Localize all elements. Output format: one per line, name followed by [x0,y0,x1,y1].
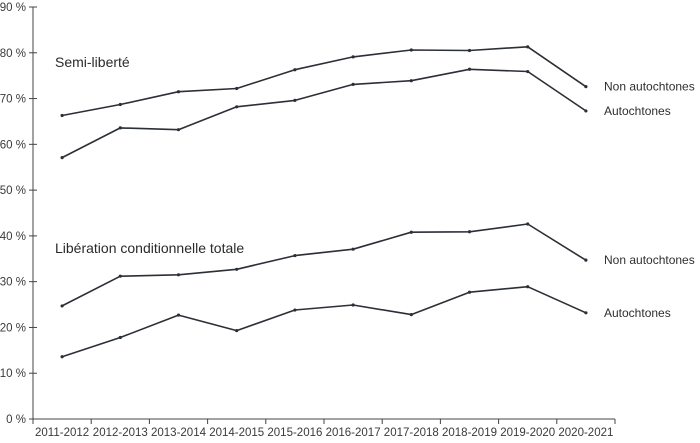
data-point [409,313,413,317]
series-line-autochtones [61,68,587,159]
data-point [60,113,64,118]
y-tick-label: 70 % [0,94,26,106]
x-tick-label: 2012-2013 [93,427,148,439]
data-point [176,90,181,94]
x-tick-label: 2019-2020 [500,427,555,439]
data-point [526,222,530,226]
data-point [584,85,588,89]
data-point [60,156,64,160]
data-point [467,48,472,53]
x-tick-label: 2017-2018 [384,427,439,439]
x-tick-label: 2018-2019 [442,427,497,439]
y-axis: 0 % 10 % 20 % 30 % 40 % 50 % 60 % 70 % 80 % 90 % [0,2,37,426]
data-point [526,285,530,289]
group-label: Semi-liberté [55,54,130,70]
data-point [526,45,530,49]
series-line-non-autochtones [61,45,587,117]
y-tick-label: 30 % [0,277,26,289]
data-point [235,267,239,271]
data-point [467,290,472,294]
data-point [467,67,472,71]
y-tick-label: 20 % [0,322,26,334]
y-tick-label: 60 % [0,139,26,151]
data-point [526,69,530,74]
data-point [293,308,297,312]
data-point [293,253,297,258]
series-end-label: Autochtones [604,306,671,320]
series-line-autochtones [61,285,587,358]
series-end-label: Non autochtones [604,253,695,267]
data-point [351,303,355,307]
labels-layer: Semi-liberté Non autochtones Autochtones Li… [55,54,695,320]
data-point [467,230,472,234]
data-point [235,105,239,109]
x-tick-label: 2011-2012 [35,427,89,439]
x-tick-label: 2020-2021 [558,427,613,439]
data-point [176,313,181,317]
data-point [60,355,64,359]
data-point [293,98,297,102]
series-layer [60,45,588,359]
x-tick-label: 2015-2016 [267,427,322,439]
data-point [409,230,413,234]
data-point [584,109,588,113]
data-point [118,126,122,130]
data-point [409,79,413,83]
data-point [293,68,297,72]
x-tick-label: 2013-2014 [151,427,207,439]
data-point [351,55,355,59]
group-label: Libération conditionnelle totale [55,240,244,256]
series-end-label: Non autochtones [604,80,695,94]
x-axis: 2011-2012 2012-2013 2013-2014 2014-2015 2015… [32,418,616,439]
data-point [235,329,239,333]
data-point [118,335,122,340]
series-line-non-autochtones [61,223,587,307]
y-tick-label: 90 % [0,2,26,14]
data-point [409,48,413,52]
data-point [584,311,588,315]
data-point [351,82,355,86]
y-tick-label: 10 % [0,368,26,380]
y-tick-label: 80 % [0,48,26,60]
data-point [584,258,588,262]
x-tick-label: 2016-2017 [326,427,381,439]
x-tick-label: 2014-2015 [209,427,264,439]
data-point [176,128,181,132]
data-point [118,102,122,107]
y-tick-label: 0 % [6,414,26,426]
data-point [118,274,122,278]
data-point [235,86,239,91]
y-tick-label: 40 % [0,231,26,243]
series-end-label: Autochtones [604,104,671,118]
data-point [60,304,64,308]
y-tick-label: 50 % [0,185,26,197]
data-point [351,247,355,251]
data-point [176,273,181,277]
